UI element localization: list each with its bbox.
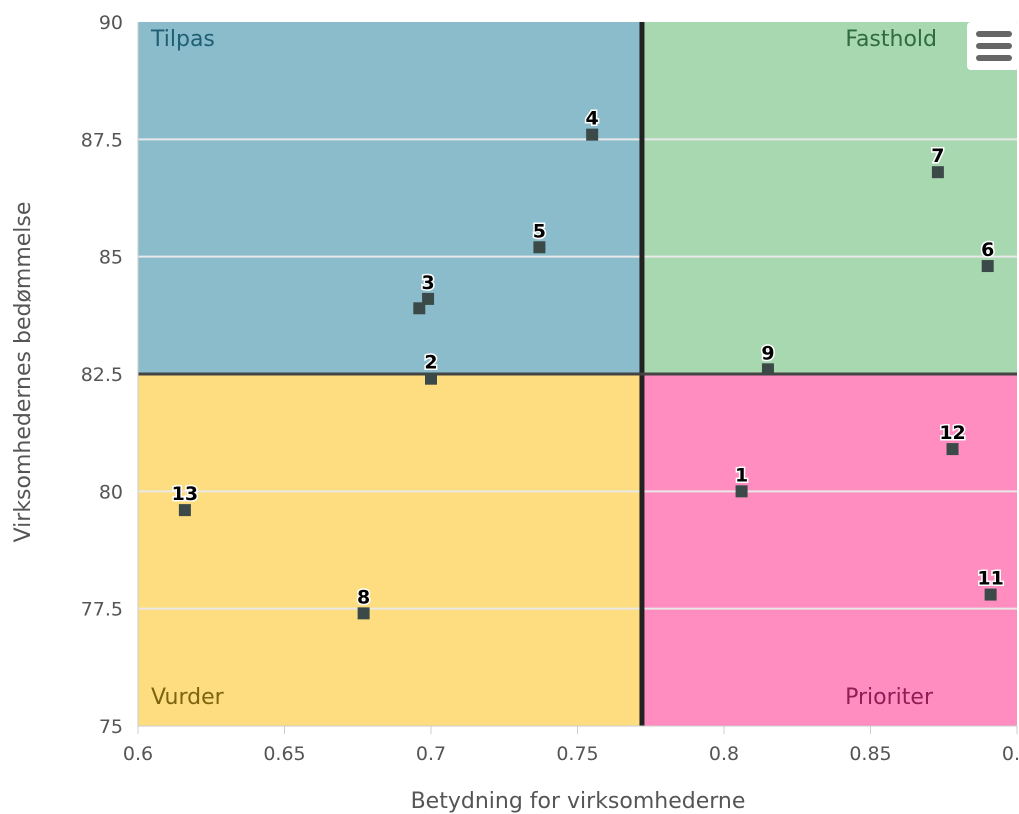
data-label: 12 — [939, 422, 965, 444]
data-label: 2 — [424, 352, 437, 374]
quadrant-prioriter — [641, 374, 1017, 726]
y-tick-label: 80 — [99, 481, 123, 503]
data-point — [984, 588, 997, 601]
x-tick-label: 0.8 — [709, 743, 739, 765]
quadrant-label-tilpas: Tilpas — [150, 27, 215, 52]
data-point — [761, 363, 774, 376]
data-label: 11 — [977, 568, 1003, 590]
y-tick-label: 85 — [99, 247, 123, 269]
quadrant-tilpas — [138, 22, 642, 374]
x-tick-label: 0.75 — [556, 743, 598, 765]
hamburger-menu-icon — [976, 31, 1012, 61]
x-tick-label: 0.7 — [416, 743, 446, 765]
quadrant-dividers — [138, 22, 1017, 726]
quadrant-backgrounds — [138, 22, 1017, 726]
x-tick-label: 0.65 — [263, 743, 305, 765]
data-label: 3 — [421, 272, 434, 294]
x-tick-label: 0.9 — [1002, 743, 1019, 765]
quadrant-labels: Tilpas Fasthold Vurder Prioriter — [150, 27, 937, 710]
data-points — [178, 128, 997, 620]
quadrant-label-fasthold: Fasthold — [845, 27, 937, 52]
chart-menu-button[interactable] — [967, 22, 1019, 70]
data-label: 9 — [761, 342, 774, 364]
data-point — [178, 504, 191, 517]
quadrant-label-vurder: Vurder — [151, 685, 225, 710]
y-tick-label: 77.5 — [81, 599, 123, 621]
data-label: 1 — [735, 464, 748, 486]
y-tick-label: 82.5 — [81, 364, 123, 386]
data-point — [533, 241, 546, 254]
x-axis-title: Betydning for virksomhederne — [411, 789, 746, 814]
data-label: 4 — [586, 108, 599, 130]
data-point — [586, 128, 599, 141]
data-point — [735, 485, 748, 498]
y-axis-title: Virksomhedernes bedømmelse — [11, 202, 36, 543]
x-tick-label: 0.85 — [849, 743, 891, 765]
data-point — [981, 260, 994, 273]
data-point — [931, 166, 944, 179]
data-point — [357, 607, 370, 620]
x-tick-label: 0.6 — [123, 743, 153, 765]
quadrant-vurder — [138, 374, 642, 726]
quadrant-label-prioriter: Prioriter — [845, 685, 934, 710]
data-label: 7 — [931, 145, 944, 167]
data-point — [422, 292, 435, 305]
data-point — [946, 443, 959, 456]
axes: 0.60.650.70.750.80.850.97577.58082.58587… — [81, 12, 1019, 765]
data-label: 13 — [172, 483, 198, 505]
quadrant-fasthold — [641, 22, 1017, 374]
data-label: 6 — [981, 239, 994, 261]
data-point — [413, 302, 426, 315]
data-label: 8 — [357, 586, 370, 608]
y-tick-label: 75 — [99, 716, 123, 738]
y-tick-label: 87.5 — [81, 129, 123, 151]
data-point — [425, 372, 437, 385]
y-tick-label: 90 — [99, 12, 123, 34]
data-label: 5 — [533, 220, 546, 242]
